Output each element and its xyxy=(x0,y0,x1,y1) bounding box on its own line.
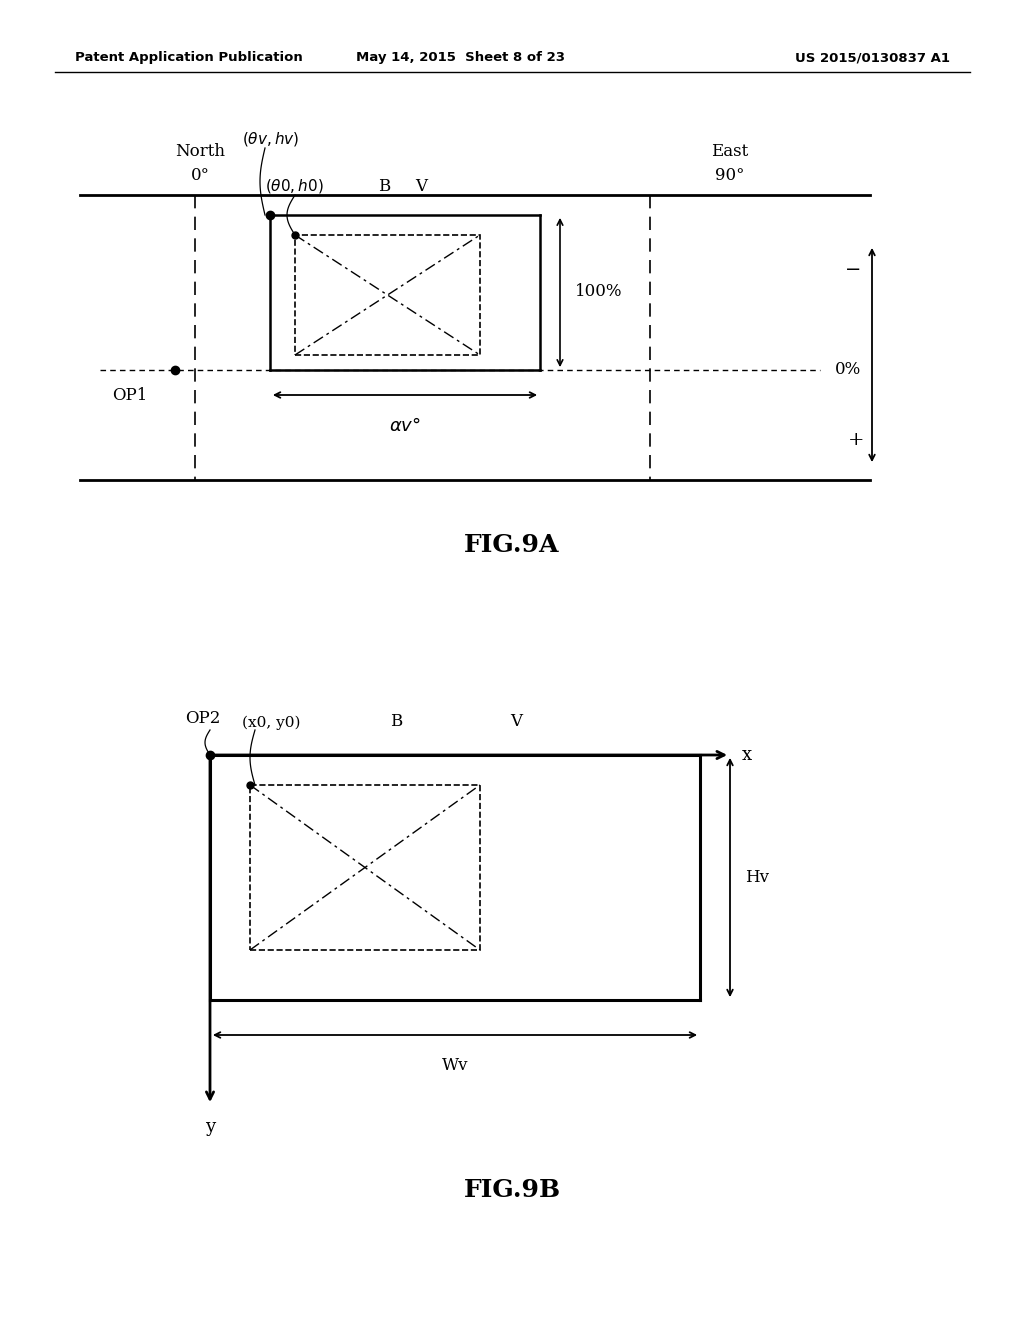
Text: (x0, y0): (x0, y0) xyxy=(242,715,300,730)
Text: Wv: Wv xyxy=(441,1057,468,1074)
Text: East: East xyxy=(712,144,749,161)
Text: North: North xyxy=(175,144,225,161)
Text: Patent Application Publication: Patent Application Publication xyxy=(75,51,303,65)
Bar xyxy=(250,785,480,950)
Text: V: V xyxy=(510,713,522,730)
Text: V: V xyxy=(415,178,427,195)
Text: 0°: 0° xyxy=(190,166,210,183)
Text: May 14, 2015  Sheet 8 of 23: May 14, 2015 Sheet 8 of 23 xyxy=(355,51,564,65)
Text: $(\theta 0, h0)$: $(\theta 0, h0)$ xyxy=(265,177,324,195)
Text: FIG.9A: FIG.9A xyxy=(464,533,560,557)
Text: US 2015/0130837 A1: US 2015/0130837 A1 xyxy=(795,51,950,65)
Text: $(\theta v, hv)$: $(\theta v, hv)$ xyxy=(242,129,299,148)
Bar xyxy=(295,235,480,355)
Text: $\alpha v°$: $\alpha v°$ xyxy=(389,417,421,436)
Text: OP2: OP2 xyxy=(185,710,220,727)
Text: +: + xyxy=(848,432,864,449)
Text: 90°: 90° xyxy=(715,166,744,183)
Text: 100%: 100% xyxy=(575,284,623,301)
Text: Hv: Hv xyxy=(745,869,769,886)
Text: B: B xyxy=(390,713,402,730)
Text: x: x xyxy=(742,746,752,764)
Text: OP1: OP1 xyxy=(113,387,147,404)
Text: −: − xyxy=(845,261,861,279)
Text: FIG.9B: FIG.9B xyxy=(464,1177,560,1203)
Text: 0%: 0% xyxy=(835,362,861,379)
Text: B: B xyxy=(378,178,390,195)
Text: y: y xyxy=(205,1118,215,1137)
